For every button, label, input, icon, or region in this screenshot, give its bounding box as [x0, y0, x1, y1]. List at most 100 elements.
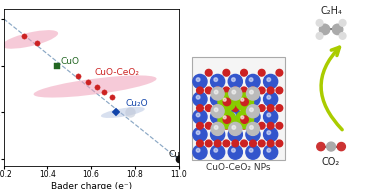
Circle shape: [223, 122, 230, 129]
Circle shape: [214, 125, 218, 129]
Circle shape: [211, 127, 225, 142]
Circle shape: [228, 92, 243, 106]
Circle shape: [223, 140, 230, 147]
Circle shape: [193, 110, 207, 124]
Circle shape: [205, 87, 212, 94]
Circle shape: [264, 110, 278, 124]
Circle shape: [316, 19, 323, 26]
Circle shape: [337, 143, 345, 151]
Circle shape: [231, 113, 235, 117]
Circle shape: [232, 90, 236, 94]
Circle shape: [241, 140, 247, 147]
Circle shape: [211, 122, 224, 136]
Circle shape: [214, 105, 221, 112]
Circle shape: [241, 87, 247, 94]
Circle shape: [205, 105, 212, 112]
Circle shape: [214, 87, 221, 94]
Text: CO₂: CO₂: [322, 157, 340, 167]
Circle shape: [249, 78, 253, 81]
Circle shape: [205, 69, 212, 76]
Circle shape: [267, 113, 271, 117]
Circle shape: [232, 87, 239, 94]
Circle shape: [214, 131, 218, 135]
Ellipse shape: [101, 107, 145, 118]
X-axis label: Bader charge (e⁻): Bader charge (e⁻): [51, 182, 132, 189]
Circle shape: [250, 87, 256, 94]
Circle shape: [231, 95, 235, 99]
Circle shape: [229, 87, 242, 100]
Circle shape: [241, 98, 244, 101]
Text: Cu₂O: Cu₂O: [125, 99, 148, 108]
Circle shape: [223, 116, 231, 123]
Circle shape: [317, 143, 325, 151]
Circle shape: [264, 127, 278, 142]
Text: C₂H₄: C₂H₄: [320, 6, 342, 16]
Circle shape: [231, 78, 235, 81]
Circle shape: [223, 105, 230, 112]
Circle shape: [250, 140, 256, 147]
Circle shape: [231, 148, 235, 152]
Circle shape: [196, 113, 200, 117]
Circle shape: [205, 140, 212, 147]
Circle shape: [211, 87, 224, 100]
Circle shape: [211, 74, 225, 89]
Circle shape: [327, 142, 336, 151]
Ellipse shape: [33, 75, 157, 98]
Circle shape: [247, 122, 260, 136]
Circle shape: [246, 92, 260, 106]
Circle shape: [246, 110, 260, 124]
Circle shape: [247, 87, 260, 100]
Circle shape: [228, 127, 243, 142]
Circle shape: [214, 108, 218, 112]
Circle shape: [231, 131, 235, 135]
Circle shape: [196, 87, 203, 94]
Circle shape: [241, 122, 247, 129]
Circle shape: [232, 140, 239, 147]
Circle shape: [249, 131, 253, 135]
Circle shape: [267, 78, 271, 81]
Circle shape: [196, 105, 203, 112]
Text: CuO-CeO₂ NPs: CuO-CeO₂ NPs: [206, 163, 270, 172]
Circle shape: [229, 122, 242, 136]
Circle shape: [267, 122, 274, 129]
Circle shape: [267, 95, 271, 99]
Circle shape: [246, 145, 260, 159]
Circle shape: [241, 116, 244, 119]
Circle shape: [241, 116, 248, 123]
Circle shape: [223, 69, 230, 76]
Circle shape: [333, 24, 343, 35]
Circle shape: [249, 148, 253, 152]
Text: CuO-CeO₂: CuO-CeO₂: [94, 68, 140, 77]
Circle shape: [211, 110, 225, 124]
Circle shape: [241, 69, 247, 76]
Circle shape: [267, 140, 274, 147]
Circle shape: [236, 111, 254, 129]
Circle shape: [223, 116, 226, 119]
Circle shape: [236, 93, 254, 111]
Circle shape: [193, 92, 207, 106]
Circle shape: [214, 78, 218, 81]
Circle shape: [196, 140, 203, 147]
Circle shape: [267, 105, 274, 112]
Circle shape: [196, 78, 200, 81]
Text: Cu: Cu: [169, 150, 181, 159]
Circle shape: [193, 127, 207, 142]
Circle shape: [250, 108, 253, 112]
Circle shape: [320, 24, 330, 35]
Circle shape: [223, 98, 231, 106]
Circle shape: [214, 122, 221, 129]
Circle shape: [196, 95, 200, 99]
Circle shape: [223, 98, 226, 101]
Circle shape: [250, 105, 256, 112]
Circle shape: [228, 145, 243, 159]
Circle shape: [258, 122, 265, 129]
Circle shape: [205, 122, 212, 129]
Circle shape: [228, 74, 243, 89]
FancyBboxPatch shape: [192, 57, 285, 160]
Circle shape: [211, 92, 225, 106]
Circle shape: [218, 93, 236, 111]
Circle shape: [214, 90, 218, 94]
Circle shape: [193, 145, 207, 159]
Circle shape: [258, 105, 265, 112]
Circle shape: [211, 145, 225, 159]
